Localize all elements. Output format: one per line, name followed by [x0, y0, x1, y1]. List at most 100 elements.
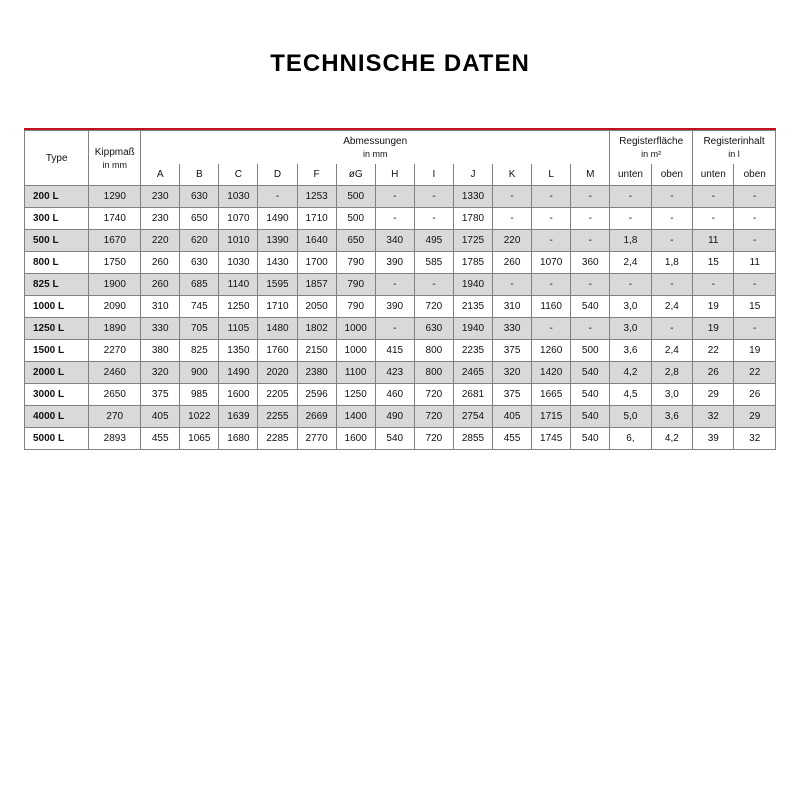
- cell-rf: 4,5: [610, 384, 651, 406]
- cell-dim: 1715: [532, 406, 571, 428]
- cell-rf: -: [651, 230, 692, 252]
- registerflaeche-unit: in m²: [612, 149, 690, 159]
- cell-dim: 1000: [336, 318, 375, 340]
- cell-dim: 490: [375, 406, 414, 428]
- abmessungen-unit: in mm: [143, 149, 607, 159]
- cell-dim: -: [532, 274, 571, 296]
- cell-dim: 1940: [453, 318, 492, 340]
- table-row: 1000 L2090310745125017102050790390720213…: [25, 296, 776, 318]
- col-dim-k: K: [493, 164, 532, 186]
- col-dim-f: F: [297, 164, 336, 186]
- cell-dim: 2770: [297, 428, 336, 450]
- cell-ri: 26: [734, 384, 776, 406]
- cell-dim: 720: [414, 406, 453, 428]
- cell-type: 800 L: [25, 252, 89, 274]
- cell-kippmass: 2090: [89, 296, 141, 318]
- cell-dim: 2855: [453, 428, 492, 450]
- cell-dim: 1490: [258, 208, 297, 230]
- cell-dim: 310: [493, 296, 532, 318]
- cell-dim: -: [532, 318, 571, 340]
- cell-dim: 2285: [258, 428, 297, 450]
- cell-ri: 15: [734, 296, 776, 318]
- cell-ri: -: [693, 186, 734, 208]
- cell-ri: -: [734, 208, 776, 230]
- table-row: 500 L16702206201010139016406503404951725…: [25, 230, 776, 252]
- cell-dim: 630: [180, 186, 219, 208]
- cell-type: 1000 L: [25, 296, 89, 318]
- cell-rf: 3,0: [651, 384, 692, 406]
- cell-dim: -: [493, 208, 532, 230]
- cell-dim: 405: [141, 406, 180, 428]
- cell-dim: -: [571, 318, 610, 340]
- cell-ri: -: [734, 318, 776, 340]
- cell-dim: 1725: [453, 230, 492, 252]
- col-registerflaeche: Registerfläche in m²: [610, 131, 693, 165]
- cell-dim: 1600: [219, 384, 258, 406]
- cell-dim: 1022: [180, 406, 219, 428]
- cell-dim: -: [571, 186, 610, 208]
- col-rf-oben: oben: [651, 164, 692, 186]
- cell-rf: -: [651, 274, 692, 296]
- cell-dim: 1940: [453, 274, 492, 296]
- cell-dim: 320: [493, 362, 532, 384]
- table-row: 2000 L2460320900149020202380110042380024…: [25, 362, 776, 384]
- cell-rf: -: [651, 208, 692, 230]
- cell-dim: 540: [571, 384, 610, 406]
- cell-dim: 2020: [258, 362, 297, 384]
- cell-dim: 220: [493, 230, 532, 252]
- cell-dim: 630: [414, 318, 453, 340]
- cell-dim: 1710: [297, 208, 336, 230]
- cell-kippmass: 1750: [89, 252, 141, 274]
- cell-dim: 650: [180, 208, 219, 230]
- cell-dim: 310: [141, 296, 180, 318]
- table-row: 800 L17502606301030143017007903905851785…: [25, 252, 776, 274]
- col-rf-unten: unten: [610, 164, 651, 186]
- cell-dim: 260: [141, 252, 180, 274]
- cell-rf: 3,6: [610, 340, 651, 362]
- cell-type: 2000 L: [25, 362, 89, 384]
- col-dim-a: A: [141, 164, 180, 186]
- cell-ri: -: [734, 274, 776, 296]
- abmessungen-label: Abmessungen: [343, 136, 407, 147]
- table-row: 300 L1740230650107014901710500--1780----…: [25, 208, 776, 230]
- cell-type: 200 L: [25, 186, 89, 208]
- cell-dim: 320: [141, 362, 180, 384]
- cell-dim: 1253: [297, 186, 336, 208]
- cell-dim: 500: [336, 186, 375, 208]
- kippmass-unit: in mm: [91, 160, 138, 170]
- cell-dim: 790: [336, 274, 375, 296]
- cell-dim: 1030: [219, 186, 258, 208]
- col-abmessungen: Abmessungen in mm: [141, 131, 610, 165]
- cell-dim: 2669: [297, 406, 336, 428]
- cell-rf: -: [610, 186, 651, 208]
- cell-dim: 1710: [258, 296, 297, 318]
- cell-dim: 455: [493, 428, 532, 450]
- cell-dim: 985: [180, 384, 219, 406]
- table-row: 4000 L2704051022163922552669140049072027…: [25, 406, 776, 428]
- col-type: Type: [25, 131, 89, 186]
- cell-dim: 375: [141, 384, 180, 406]
- cell-rf: -: [610, 274, 651, 296]
- cell-kippmass: 1900: [89, 274, 141, 296]
- table-row: 5000 L2893455106516802285277016005407202…: [25, 428, 776, 450]
- cell-dim: 340: [375, 230, 414, 252]
- registerflaeche-label: Registerfläche: [619, 136, 683, 147]
- cell-dim: 330: [141, 318, 180, 340]
- cell-dim: 2596: [297, 384, 336, 406]
- cell-ri: -: [693, 274, 734, 296]
- cell-ri: 19: [693, 318, 734, 340]
- table-row: 825 L1900260685114015951857790--1940----…: [25, 274, 776, 296]
- cell-dim: 390: [375, 296, 414, 318]
- col-kippmass: Kippmaß in mm: [89, 131, 141, 186]
- cell-kippmass: 270: [89, 406, 141, 428]
- cell-ri: 29: [734, 406, 776, 428]
- cell-dim: 800: [414, 340, 453, 362]
- cell-ri: -: [734, 230, 776, 252]
- col-dim-m: M: [571, 164, 610, 186]
- cell-type: 1250 L: [25, 318, 89, 340]
- cell-dim: -: [571, 274, 610, 296]
- col-dim-b: B: [180, 164, 219, 186]
- cell-dim: 500: [571, 340, 610, 362]
- col-dim-h: H: [375, 164, 414, 186]
- cell-dim: 260: [141, 274, 180, 296]
